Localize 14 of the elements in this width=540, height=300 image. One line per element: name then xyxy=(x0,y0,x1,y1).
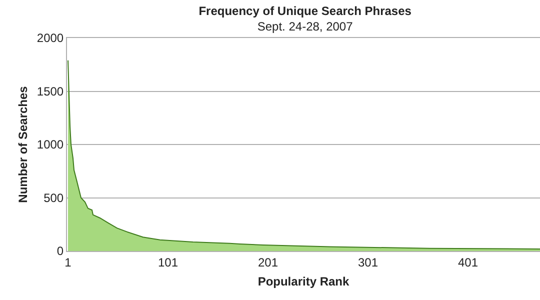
x-tick-label: 401 xyxy=(458,255,478,270)
y-tick-label: 1500 xyxy=(36,84,64,98)
x-tick-label: 101 xyxy=(158,255,178,270)
y-axis-title: Number of Searches xyxy=(16,86,30,203)
x-tick-label: 301 xyxy=(358,255,378,270)
y-tick-label: 0 xyxy=(56,244,64,258)
x-tick-label: 1 xyxy=(64,255,72,270)
x-axis-title: Popularity Rank xyxy=(258,274,350,288)
x-tick-label: 201 xyxy=(258,255,278,270)
chart-title: Frequency of Unique Search Phrases xyxy=(198,4,412,18)
chart-subtitle: Sept. 24-28, 2007 xyxy=(257,20,354,34)
y-tick-label: 1000 xyxy=(36,138,64,152)
y-tick-label: 500 xyxy=(44,190,64,205)
y-tick-label: 2000 xyxy=(36,31,64,46)
